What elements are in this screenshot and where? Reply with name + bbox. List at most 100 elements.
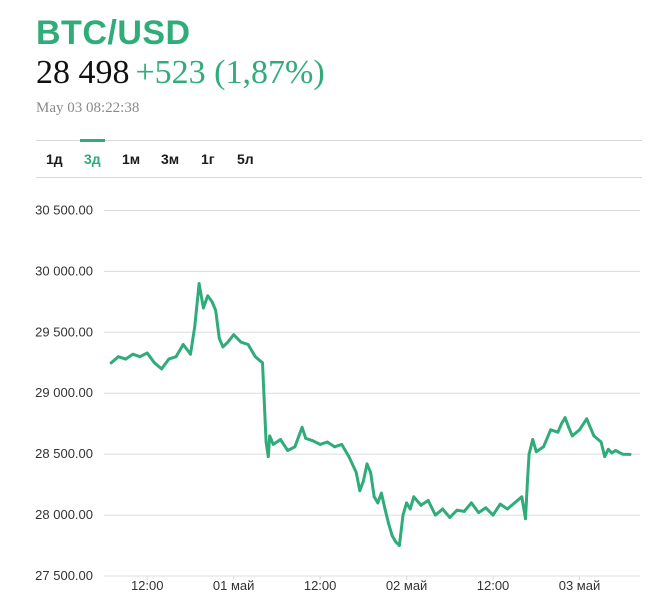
price-point — [197, 282, 201, 285]
price-point — [606, 447, 610, 451]
price-point — [401, 513, 405, 517]
price-point — [181, 343, 185, 346]
x-tick-label: 03 май — [559, 578, 601, 593]
price-point — [358, 489, 362, 493]
price-point — [524, 517, 527, 521]
price-point — [293, 445, 297, 449]
price-point — [253, 355, 257, 359]
price-point — [387, 522, 390, 526]
price-point — [621, 452, 625, 456]
price-point — [361, 479, 365, 483]
price-point — [599, 440, 603, 444]
y-tick-label: 30 000.00 — [35, 263, 93, 278]
price-point — [300, 425, 304, 429]
price-point — [549, 428, 553, 432]
price-point — [318, 443, 322, 446]
y-tick-label: 29 000.00 — [35, 385, 93, 400]
price-point — [145, 351, 149, 355]
price-point — [560, 422, 563, 426]
price-point — [379, 491, 383, 495]
price-point — [433, 513, 437, 517]
y-tick-label: 30 500.00 — [35, 202, 93, 217]
y-tick-label: 28 000.00 — [35, 507, 93, 522]
price-point — [383, 507, 387, 511]
tab-3d[interactable]: 3д — [80, 139, 105, 177]
price-chart[interactable]: 30 500.00 30 000.00 29 500.00 29 000.00 28 5… — [0, 180, 672, 600]
price-point — [531, 438, 535, 441]
price-point — [567, 425, 571, 429]
price-point — [441, 507, 445, 511]
tab-3m[interactable]: 3м — [161, 151, 180, 167]
price-point — [491, 513, 495, 517]
tab-1d[interactable]: 1д — [46, 151, 63, 167]
price-point — [426, 499, 430, 502]
price-point — [286, 449, 290, 452]
price-point — [189, 352, 192, 356]
chart-gridlines — [104, 209, 640, 577]
price-point — [628, 452, 632, 456]
price-line — [109, 282, 632, 547]
price-point — [520, 495, 524, 499]
price-point — [563, 416, 567, 419]
price-point — [264, 440, 268, 444]
price-point — [513, 501, 517, 505]
price-point — [206, 294, 210, 298]
price-point — [266, 455, 270, 458]
price-point — [304, 436, 308, 440]
price-point — [603, 455, 607, 458]
price-point — [138, 355, 142, 359]
x-tick-label: 02 май — [386, 578, 428, 593]
price-point — [340, 443, 344, 446]
price-point — [239, 340, 243, 344]
price-point — [174, 355, 178, 359]
price-point — [585, 417, 589, 421]
price-point — [221, 345, 225, 349]
price-point — [570, 434, 574, 438]
price-point — [394, 540, 398, 544]
price-point — [526, 477, 530, 480]
current-price: 28 498 — [36, 54, 130, 91]
price-point — [210, 300, 214, 304]
price-point — [376, 501, 380, 505]
tab-5y[interactable]: 5л — [237, 151, 254, 167]
price-point — [405, 501, 408, 505]
price-point — [614, 449, 617, 452]
y-axis-labels: 30 500.00 30 000.00 29 500.00 29 000.00 28 5… — [35, 202, 93, 583]
price-point — [226, 340, 230, 344]
price-point — [153, 361, 156, 365]
tab-1y[interactable]: 1г — [201, 151, 215, 167]
ticker-symbol: BTC/USD — [36, 14, 191, 52]
price-point — [412, 495, 416, 499]
price-point — [498, 502, 502, 506]
y-tick-label: 28 500.00 — [35, 446, 93, 461]
price-point — [311, 439, 315, 443]
price-point — [372, 495, 376, 499]
tab-1m[interactable]: 1м — [122, 151, 141, 167]
y-tick-label: 29 500.00 — [35, 324, 93, 339]
price-point — [167, 357, 171, 361]
price-point — [610, 451, 614, 455]
price-point — [246, 343, 250, 346]
price-point — [534, 450, 538, 454]
price-point — [325, 440, 329, 444]
price-point — [354, 471, 358, 474]
price-point — [470, 501, 473, 505]
x-tick-label: 12:00 — [131, 578, 164, 593]
price-point — [117, 355, 120, 359]
price-point — [592, 434, 596, 438]
price-point — [109, 361, 113, 365]
price-point — [448, 516, 452, 519]
price-point — [477, 511, 481, 515]
price-point — [333, 445, 336, 449]
quote-timestamp: May 03 08:22:38 — [36, 100, 140, 116]
price-point — [261, 361, 264, 365]
price-point — [390, 534, 394, 538]
price-point — [369, 471, 372, 474]
y-tick-label: 27 500.00 — [35, 568, 93, 583]
price-point — [455, 508, 459, 512]
price-point — [193, 324, 197, 328]
price-point — [527, 452, 531, 456]
price-point — [268, 434, 272, 438]
price-point — [419, 503, 423, 507]
range-tabs: 1д 3д 1м 3м 1г 5л — [36, 139, 642, 178]
